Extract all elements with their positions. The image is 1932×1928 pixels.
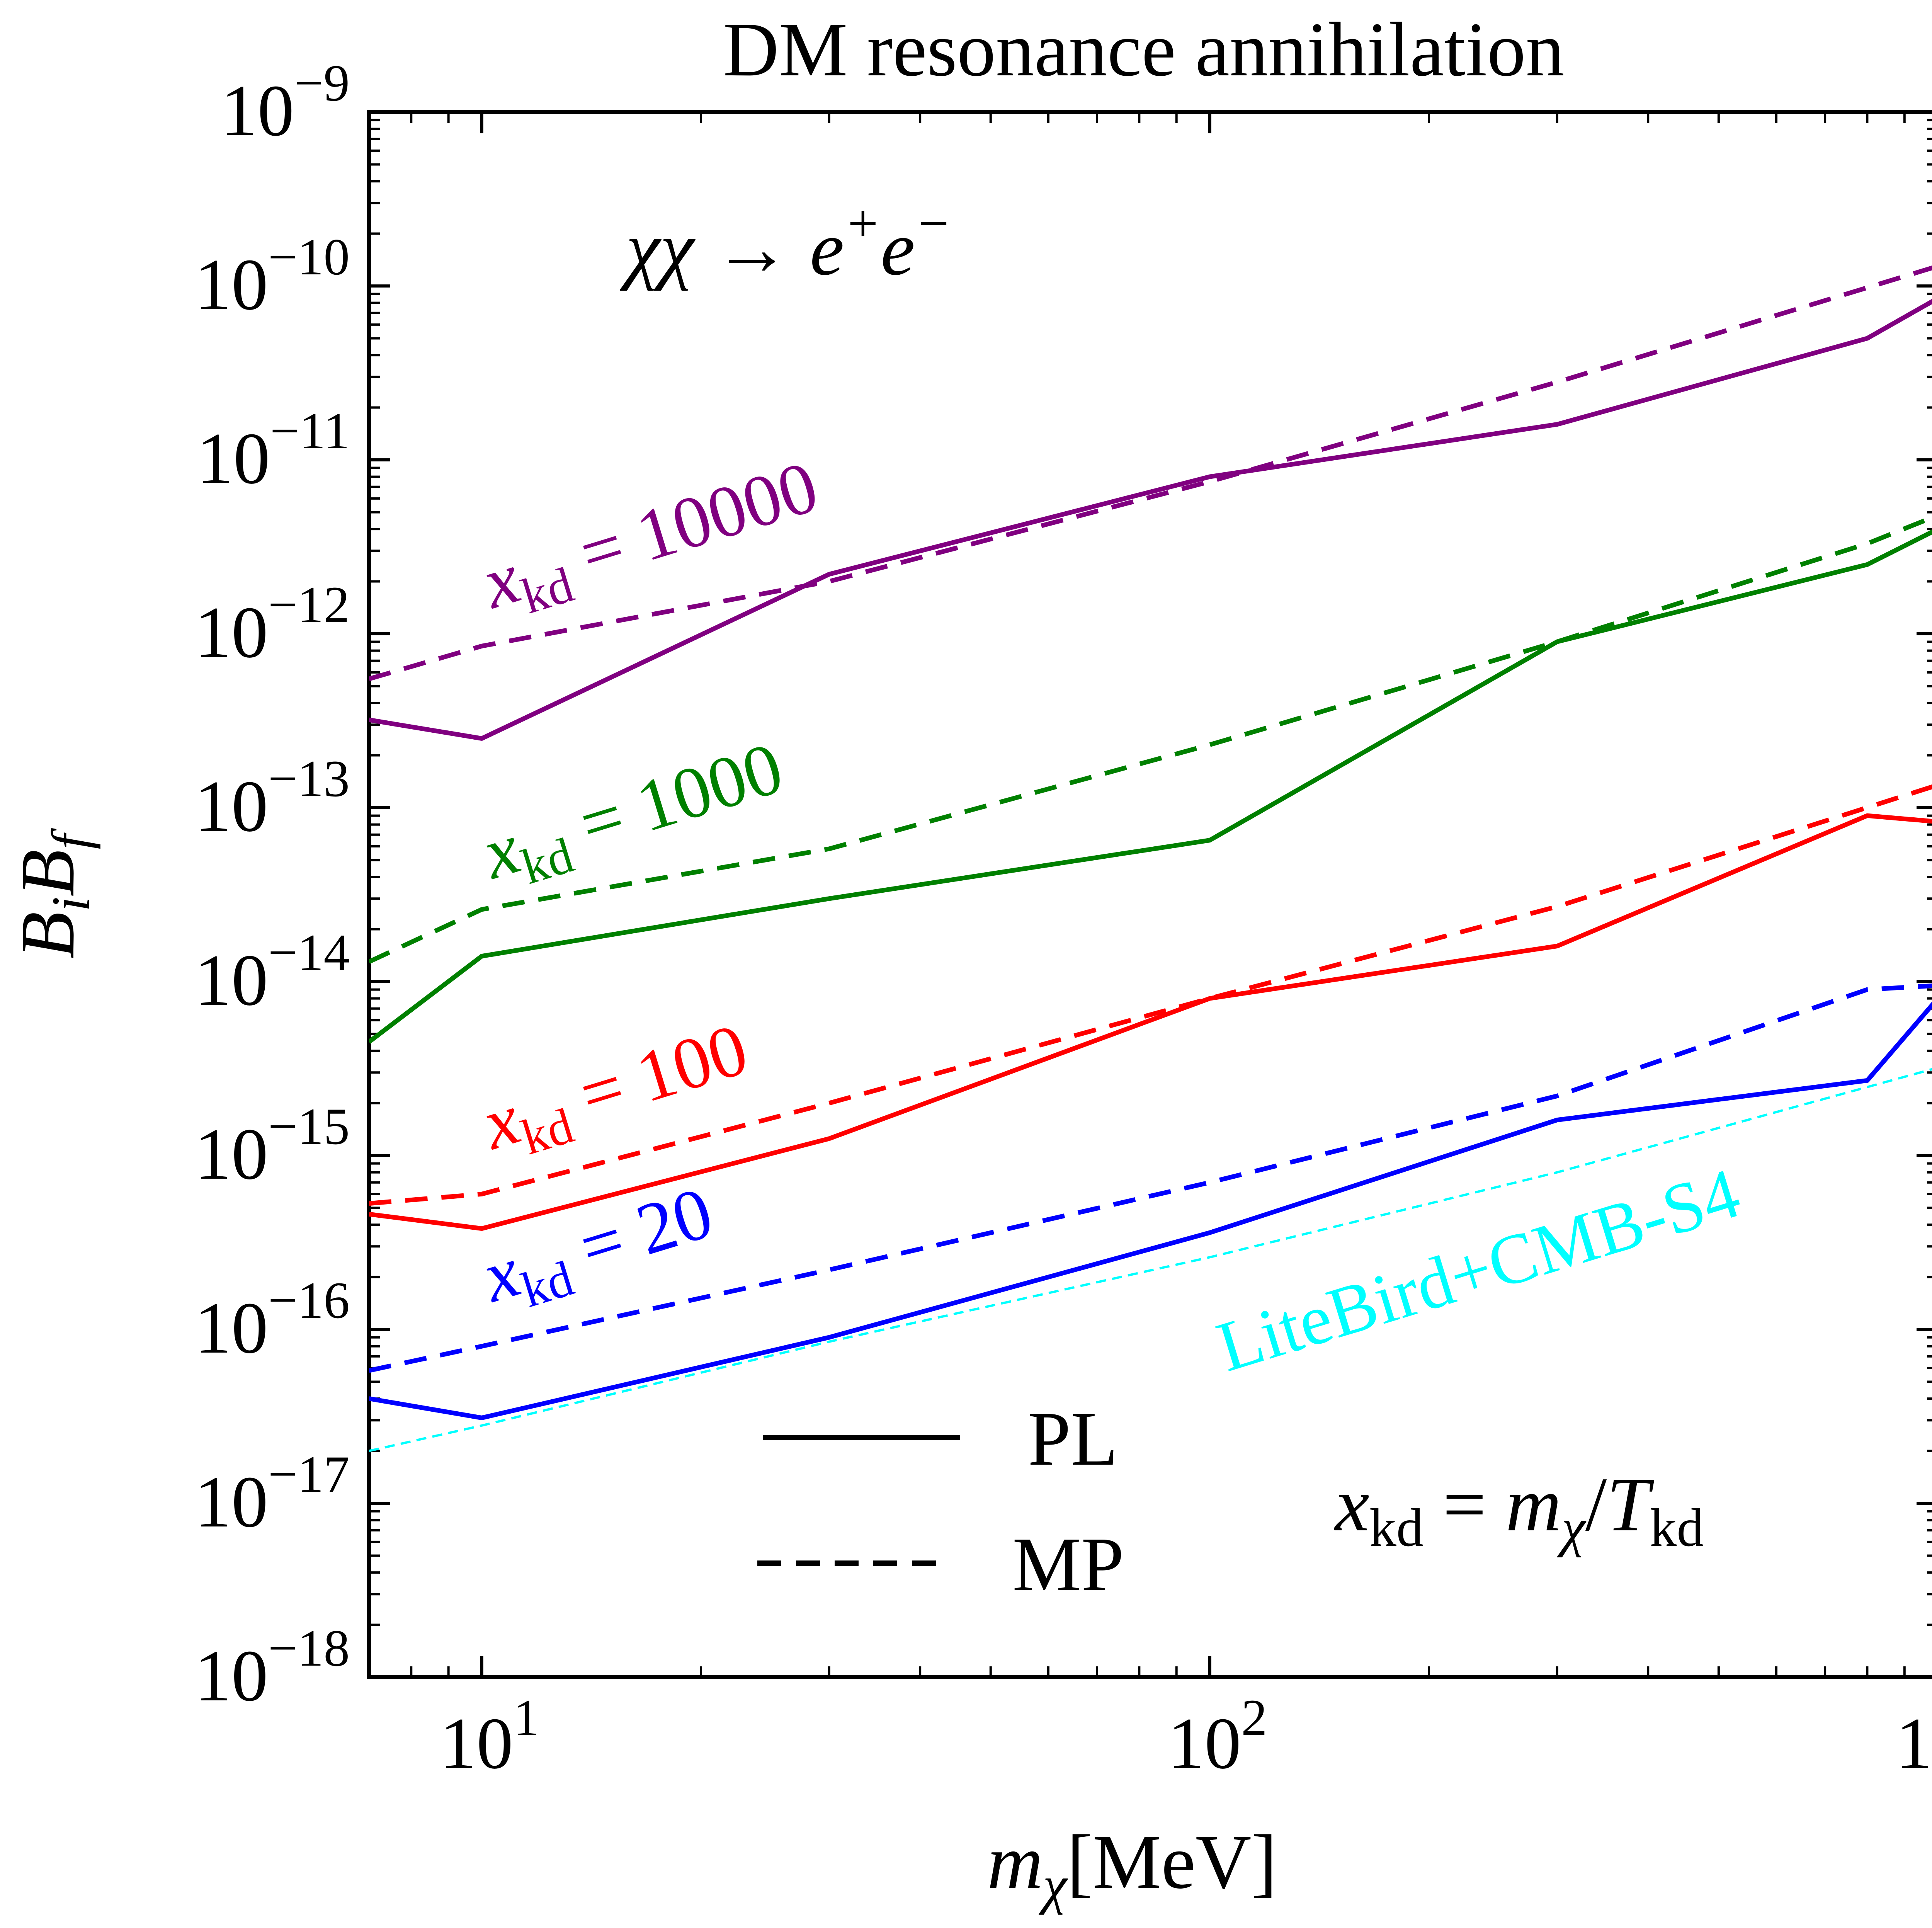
x-tick-base: 10: [1168, 1703, 1241, 1784]
process-mid: e: [881, 206, 915, 291]
x-tick-label: 103: [1896, 1689, 1932, 1784]
def-x: x: [1334, 1462, 1369, 1547]
curve-label-10000: xkd = 10000: [473, 446, 830, 635]
series-line-7: [369, 983, 1932, 1373]
x-tick-base: 10: [440, 1703, 513, 1784]
curve-label-100: xkd = 100: [473, 1008, 760, 1176]
x-tick-base: 10: [1896, 1703, 1932, 1784]
series-line-3: [369, 515, 1932, 964]
curve-label-100-value: = 100: [553, 1008, 757, 1141]
y-tick-exp: −17: [268, 1446, 350, 1503]
series-line-0: [369, 299, 1932, 741]
curve-label-20-value: = 20: [553, 1172, 721, 1293]
y-tick-exp: −16: [268, 1272, 350, 1329]
y-tick-base: 10: [195, 1462, 268, 1543]
y-tick-exp: −13: [268, 750, 350, 808]
series-line-5: [369, 784, 1932, 1206]
y-tick-exp: −14: [268, 924, 350, 982]
y-tick-base: 10: [195, 244, 268, 325]
y-axis-s2: f: [41, 828, 101, 849]
y-tick-label: 10−13: [195, 750, 350, 847]
y-tick-label: 10−11: [197, 402, 350, 499]
y-axis-b1: B: [5, 912, 90, 959]
y-tick-labels: 10−910−1010−1110−1210−1310−1410−1510−161…: [195, 54, 350, 1717]
process-sup-plus: +: [844, 194, 881, 254]
def-eq: =: [1423, 1462, 1506, 1547]
def-x-sub: kd: [1369, 1498, 1423, 1558]
y-tick-label: 10−12: [195, 576, 350, 673]
axis-ticks: [368, 111, 1932, 1679]
y-tick-exp: −15: [268, 1098, 350, 1155]
y-tick-label: 10−16: [195, 1272, 350, 1369]
series-line-4: [369, 813, 1932, 1231]
y-tick-label: 10−14: [195, 924, 350, 1021]
process-label: χχ → e+e−: [619, 194, 952, 291]
y-tick-base: 10: [197, 418, 270, 499]
y-tick-base: 10: [195, 1288, 268, 1369]
def-m-sub: χ: [1557, 1498, 1587, 1558]
series-line-2: [369, 529, 1932, 1044]
y-tick-label: 10−15: [195, 1098, 350, 1195]
x-tick-exp: 2: [1241, 1689, 1267, 1747]
def-slash: /: [1585, 1462, 1607, 1547]
y-tick-label: 10−17: [195, 1446, 350, 1543]
series-line-1: [369, 265, 1932, 681]
def-t-sub: kd: [1650, 1498, 1704, 1558]
curve-label-1000: xkd = 1000: [473, 727, 795, 905]
process-sup-minus: −: [915, 194, 951, 254]
curve-label-1000-value: = 1000: [553, 727, 792, 870]
y-tick-base: 10: [221, 70, 294, 151]
curve-label-10000-value: = 10000: [553, 446, 827, 600]
def-t: T: [1607, 1462, 1655, 1547]
x-axis-label: mχ[MeV]: [987, 1819, 1277, 1915]
x-axis-var: m: [987, 1819, 1043, 1905]
y-axis-label: BiBf: [5, 828, 101, 959]
x-axis-sub: χ: [1038, 1855, 1068, 1915]
process-base: χχ → e: [619, 206, 844, 291]
legend-pl-label: PL: [1028, 1396, 1118, 1482]
x-tick-label: 101: [440, 1689, 539, 1784]
y-tick-base: 10: [195, 766, 268, 847]
y-tick-label: 10−18: [195, 1620, 350, 1717]
sensitivity-label: LiteBird+CMB-S4: [1208, 1153, 1748, 1387]
series-group: [369, 265, 1932, 1452]
xkd-definition: xkd = mχ/Tkd: [1334, 1462, 1704, 1558]
y-tick-base: 10: [195, 1635, 268, 1717]
y-tick-label: 10−10: [195, 228, 350, 325]
y-tick-base: 10: [195, 1114, 268, 1195]
x-tick-label: 102: [1168, 1689, 1267, 1784]
series-line-6: [369, 1001, 1932, 1420]
y-tick-label: 10−9: [221, 54, 350, 151]
x-tick-labels: 101102103: [440, 1689, 1932, 1784]
legend-mp-label: MP: [1012, 1522, 1124, 1607]
y-tick-exp: −12: [268, 576, 350, 634]
y-tick-base: 10: [195, 592, 268, 673]
chart-title: DM resonance annihilation: [723, 7, 1564, 92]
x-tick-exp: 1: [513, 1689, 539, 1747]
y-axis-s1: i: [41, 897, 101, 912]
y-tick-exp: −10: [268, 228, 350, 286]
y-tick-exp: −9: [294, 54, 350, 112]
y-tick-base: 10: [195, 940, 268, 1021]
y-tick-exp: −18: [268, 1620, 350, 1677]
x-axis-unit: [MeV]: [1067, 1819, 1277, 1905]
def-m: m: [1506, 1462, 1561, 1547]
series-line-8: [369, 1068, 1932, 1452]
y-tick-exp: −11: [270, 402, 350, 460]
y-axis-b2: B: [5, 849, 90, 897]
curve-label-20: xkd = 20: [473, 1172, 724, 1328]
plot-frame: [367, 110, 1932, 1679]
